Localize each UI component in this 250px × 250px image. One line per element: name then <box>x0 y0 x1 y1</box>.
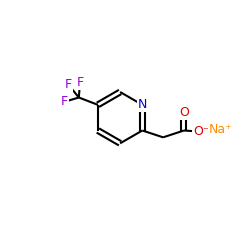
Text: Na⁺: Na⁺ <box>209 123 233 136</box>
Text: O: O <box>179 106 189 120</box>
Text: F: F <box>76 76 84 89</box>
Text: N: N <box>138 98 147 111</box>
Text: F: F <box>60 96 68 108</box>
Text: O⁻: O⁻ <box>193 125 210 138</box>
Text: F: F <box>65 78 72 91</box>
